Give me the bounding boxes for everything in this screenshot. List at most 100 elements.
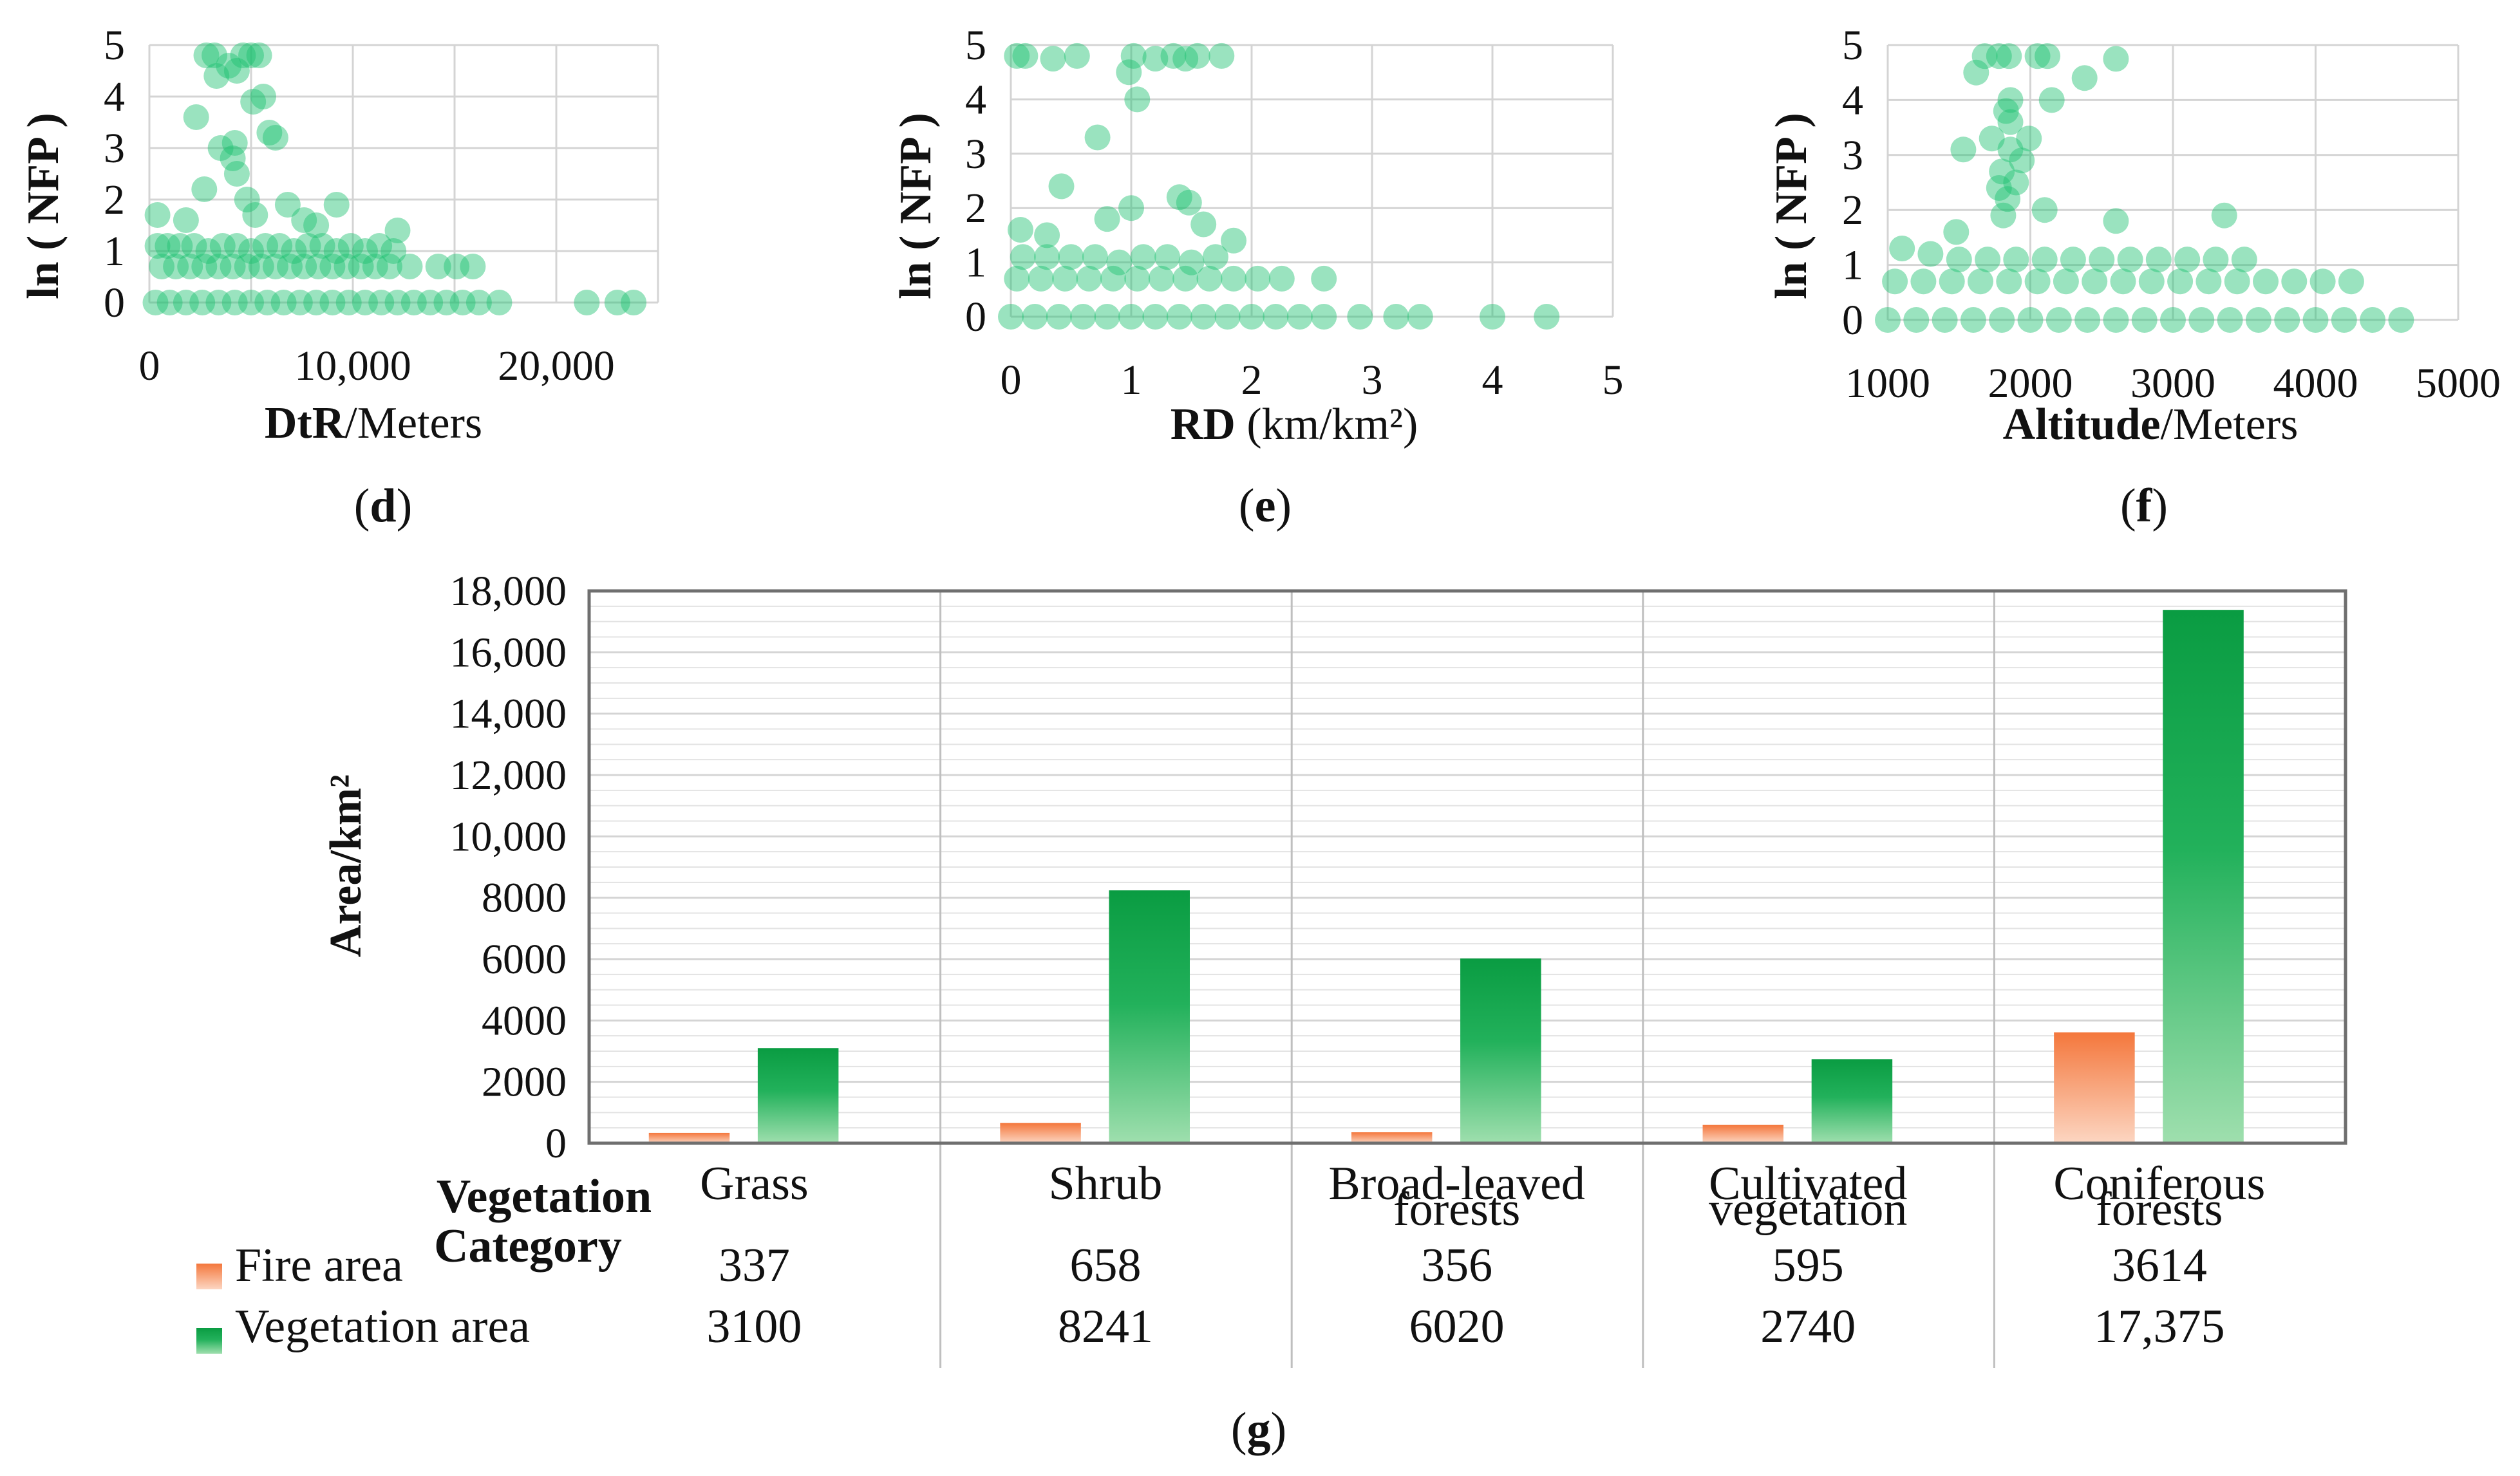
scatter-point [1995,186,2021,212]
fire-area-bar [1000,1123,1081,1143]
scatter-point [1176,189,1202,216]
scatter-point [2174,247,2201,273]
scatter-point [256,120,283,145]
scatter-point [238,42,264,68]
scatter-point [173,290,199,315]
scatter-point [2003,169,2029,196]
scatter-point [368,290,395,315]
scatter-point [203,63,230,89]
scatter-point [1383,304,1409,330]
scatter-point [1943,219,1970,245]
scatter-point [234,254,260,279]
x-tick-label: 2000 [1988,360,2073,407]
panel-label-g: (g) [1231,1403,1286,1456]
scatter-point [1407,304,1433,330]
scatter-point [1996,43,2022,70]
scatter-point [1263,304,1289,330]
scatter-point [156,290,183,315]
x-tick-label: 4 [1482,357,1503,404]
scatter-point [1939,268,1965,295]
y-tick-label: 2 [965,185,986,232]
y-tick-label: 0 [965,294,986,341]
scatter-point [1082,244,1108,270]
scatter-point [1989,307,2015,333]
scatter-point [1172,46,1199,72]
scatter-point [291,254,317,279]
scatter-point [465,290,492,315]
scatter-point [1166,184,1192,210]
scatter-point [281,238,307,264]
scatter-point [2103,307,2129,333]
fire-area-value: 595 [1772,1239,1844,1292]
bar-y-tick-label: 16,000 [450,629,567,676]
scatter-point [2103,208,2129,234]
scatter-point [2035,43,2061,70]
scatter-point [1971,43,1998,70]
scatter-point [2071,65,2098,91]
scatter-point [2060,247,2086,273]
scatter-point [183,104,209,130]
scatter-point [1120,42,1147,69]
y-tick-label: 4 [104,73,125,120]
scatter-point [1046,304,1072,330]
scatter-point [1268,265,1295,292]
category-label: Cultivated [1709,1157,1907,1210]
scatter-point [193,42,220,68]
category-label-line2: forests [1393,1183,1520,1236]
scatter-point [250,84,276,109]
scatter-point [1130,244,1156,270]
vegetation-area-value: 2740 [1760,1300,1856,1353]
scatter-point [1245,265,1271,292]
scatter-point [189,290,216,315]
x-tick-label: 5000 [2416,360,2501,407]
scatter-point [2253,268,2279,295]
scatter-point [303,290,330,315]
category-label-line2: vegetation [1709,1183,1907,1236]
y-axis-label-e: ln ( NFP ) [891,113,941,299]
scatter-point [1166,304,1192,330]
y-axis-label-d: ln ( NFP ) [19,113,68,299]
y-tick-label: 0 [1842,297,1863,344]
scatter-point [1986,175,2012,201]
scatter-point [1917,241,1944,267]
y-tick-label: 2 [1842,187,1863,234]
scatter-point [1172,265,1199,292]
scatter-point [207,135,234,161]
scatter-point [205,290,232,315]
x-tick-label: 3 [1362,357,1383,404]
scatter-point [323,192,350,218]
bar-y-ticks: 0 2000 4000 6000 8000 10,000 12,000 14,000 16,00… [450,568,567,1167]
scatter-point [1118,304,1144,330]
scatter-point [191,254,218,279]
scatter-point [223,58,250,84]
scatter-point [246,42,272,68]
scatter-point [1968,268,1993,295]
vegetation-area-bar [2163,610,2244,1143]
scatter-point [2211,202,2237,229]
scatter-point [352,238,378,264]
scatter-point [191,176,218,202]
scatter-point [376,254,402,279]
scatter-point [1214,304,1241,330]
scatter-point [2309,268,2336,295]
y-tick-label: 3 [104,125,125,172]
bar-y-tick-label: 10,000 [450,813,567,860]
scatter-point [1148,265,1174,292]
scatter-point [2160,307,2186,333]
x-tick-label: 4000 [2273,360,2358,407]
scatter-point [167,233,193,259]
scatter-point [1070,304,1096,330]
vegetation-area-value: 3100 [706,1300,802,1353]
scatter-point [1094,206,1120,232]
scatter-point [1106,249,1133,276]
scatter-point [486,290,512,315]
x-tick-label: 5 [1603,357,1624,404]
scatter-point [449,290,476,315]
scatter-point [305,254,332,279]
scatter-point [384,218,411,243]
fire-area-bar [648,1132,730,1143]
category-label: Broad-leaved [1328,1157,1585,1210]
scatter-point [1979,126,2005,152]
scatter-point [291,207,317,233]
